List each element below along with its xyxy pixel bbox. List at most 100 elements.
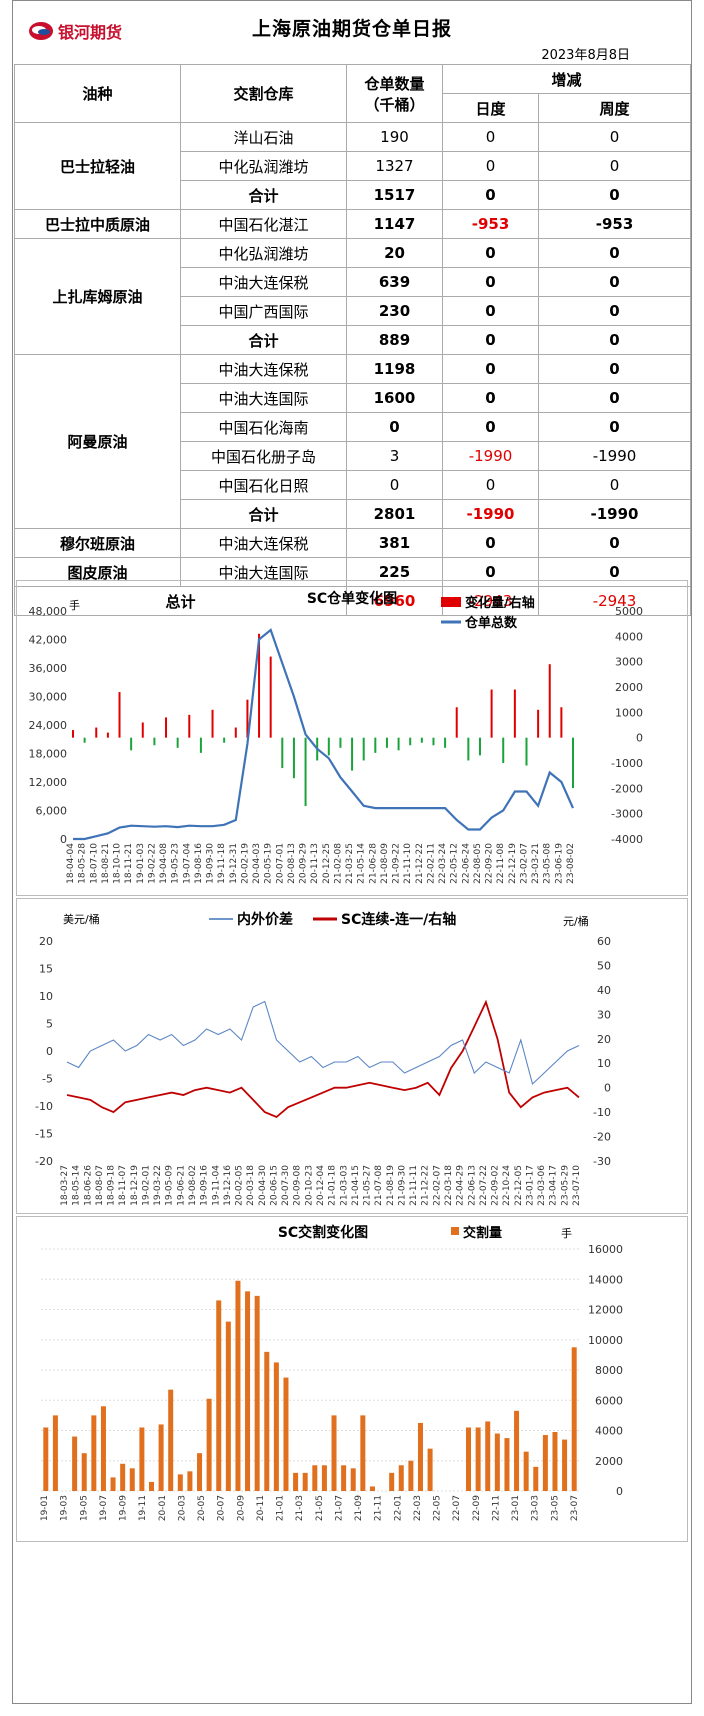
cell-weekly: 0 [537, 180, 692, 210]
change-bar [304, 737, 307, 807]
total-daily: -2943 [442, 586, 539, 616]
cell-daily: 0 [442, 412, 539, 442]
y-tick: 16000 [588, 1243, 623, 1256]
cell-warehouse: 中国广西国际 [180, 296, 347, 326]
cell-weekly: -1990 [537, 499, 692, 529]
x-tick-label: 19-03-22 [153, 1165, 163, 1206]
x-tick-label: 18-08-07 [95, 1165, 105, 1206]
chart-title: SC仓单变化图 [307, 590, 397, 607]
legend-swatch-delivery [451, 1227, 459, 1235]
delivery-bar [187, 1471, 193, 1491]
delivery-bar [331, 1415, 337, 1491]
legend-label-spread: 内外价差 [237, 911, 293, 928]
x-tick-label: 22-12-19 [508, 843, 518, 884]
legend-label-total: 仓单总数 [464, 615, 518, 631]
x-tick-label: 22-05-12 [450, 843, 460, 884]
y-tick: 2000 [595, 1455, 623, 1468]
cell-weekly: 0 [537, 238, 692, 268]
change-bar [281, 737, 284, 769]
change-bar [432, 737, 435, 746]
y-left-tick: 36,000 [29, 662, 68, 675]
cell-warehouse: 洋山石油 [180, 122, 347, 152]
cell-qty: 1600 [346, 383, 443, 413]
x-tick-label: 22-11 [491, 1495, 501, 1521]
x-tick-label: 18-10-10 [113, 843, 123, 884]
cell-qty: 225 [346, 557, 443, 587]
x-tick-label: 19-09-16 [200, 1165, 210, 1206]
cell-daily: -1990 [442, 441, 539, 471]
cell-daily: 0 [442, 557, 539, 587]
x-tick-label: 23-04-17 [549, 1165, 559, 1206]
x-tick-label: 20-04-03 [252, 843, 262, 884]
brand-name: 银河期货 [58, 23, 123, 42]
x-tick-label: 19-09 [119, 1495, 129, 1521]
delivery-bar [91, 1415, 97, 1491]
header-daily: 日度 [442, 93, 539, 123]
y-left-tick: -15 [35, 1128, 53, 1141]
change-bar [95, 727, 98, 738]
delivery-bar [398, 1465, 404, 1491]
cell-warehouse: 中油大连国际 [180, 557, 347, 587]
cell-warehouse: 中国石化册子岛 [180, 441, 347, 471]
cell-qty: 3 [346, 441, 443, 471]
x-tick-label: 21-01-18 [328, 1165, 338, 1206]
warehouse-receipt-table: 油种 交割仓库 仓单数量 （千桶） 增减 日度 周度 巴士拉轻油 洋山石油 190 0 0… [14, 64, 692, 616]
header-change: 增减 [441, 64, 692, 94]
x-tick-label: 19-11-04 [211, 1165, 221, 1206]
delivery-bar [225, 1321, 231, 1491]
x-tick-label: 19-11 [138, 1495, 148, 1521]
cell-daily: 0 [442, 383, 539, 413]
y-left-tick: 6,000 [36, 805, 68, 818]
delivery-bar [562, 1439, 568, 1491]
delivery-bar [514, 1410, 520, 1491]
cell-weekly: 0 [537, 354, 692, 384]
x-tick-label: 19-08-02 [188, 1165, 198, 1206]
delivery-bar [293, 1472, 299, 1491]
cell-warehouse: 中化弘润潍坊 [180, 151, 347, 181]
x-tick-label: 19-02-22 [147, 843, 157, 884]
x-tick-label: 18-06-26 [83, 1165, 93, 1206]
cell-qty: 1198 [346, 354, 443, 384]
x-tick-label: 19-05-09 [165, 1165, 175, 1206]
cell-daily: -1990 [442, 499, 539, 529]
x-tick-label: 23-03-21 [531, 843, 541, 884]
x-tick-label: 22-04-29 [456, 1165, 466, 1206]
cell-warehouse: 合计 [180, 499, 347, 529]
change-bar [362, 737, 365, 761]
x-tick-label: 20-04-30 [258, 1165, 268, 1206]
legend-swatch-change [441, 597, 461, 607]
cell-weekly: -1990 [537, 441, 692, 471]
x-tick-label: 21-06-28 [368, 843, 378, 884]
x-tick-label: 20-07-01 [275, 843, 285, 884]
cell-weekly: 0 [537, 412, 692, 442]
cell-warehouse: 中油大连保税 [180, 528, 347, 558]
cell-weekly: 0 [537, 122, 692, 152]
x-tick-label: 20-03-18 [246, 1165, 256, 1206]
cell-weekly: 0 [537, 470, 692, 500]
y-right-tick: -3000 [611, 808, 643, 821]
x-tick-label: 21-09-30 [397, 1165, 407, 1206]
x-tick-label: 20-05 [197, 1495, 207, 1521]
total-qty: 6960 [346, 586, 443, 616]
cell-warehouse: 中油大连国际 [180, 383, 347, 413]
delivery-bar [427, 1448, 433, 1491]
x-tick-label: 18-07-10 [89, 843, 99, 884]
change-bar [525, 737, 528, 766]
change-bar [269, 656, 272, 738]
y-right-tick: 0 [636, 732, 643, 745]
table-row: 合计 2801 -1990 -1990 [15, 499, 692, 529]
y-left-tick: 30,000 [29, 691, 68, 704]
x-tick-label: 21-12-22 [415, 843, 425, 884]
delivery-bar [389, 1472, 395, 1491]
galaxy-logo-icon [29, 22, 53, 40]
y-left-tick: 42,000 [29, 634, 68, 647]
delivery-bar [504, 1438, 510, 1491]
delivery-bar [571, 1347, 577, 1491]
x-tick-label: 20-09-29 [299, 843, 309, 884]
x-tick-label: 20-05-19 [264, 843, 274, 884]
x-tick-label: 20-12-04 [316, 1165, 326, 1206]
y-left-tick: 15 [39, 963, 53, 976]
x-tick-label: 20-11-13 [310, 843, 320, 884]
x-tick-label: 23-07-10 [572, 1165, 582, 1206]
x-tick-label: 20-11 [256, 1495, 266, 1521]
